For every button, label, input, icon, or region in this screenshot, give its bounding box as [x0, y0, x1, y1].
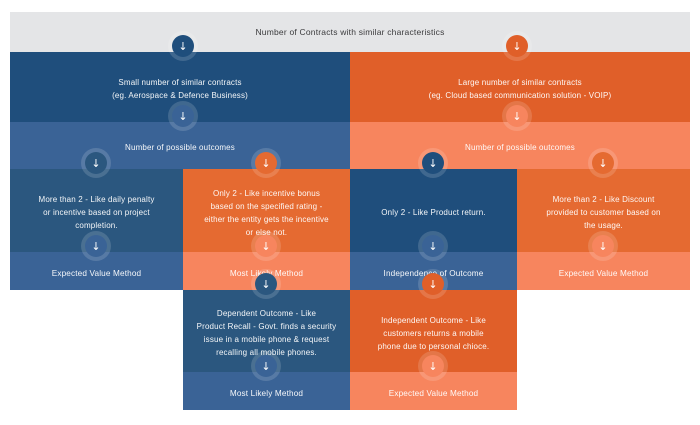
- down-arrow-icon: ↓: [512, 39, 522, 53]
- down-arrow-icon: ↓: [178, 39, 188, 53]
- down-arrow-node: ↓: [422, 235, 444, 257]
- down-arrow-node: ↓: [422, 355, 444, 377]
- down-arrow-icon: ↓: [428, 239, 438, 253]
- down-arrow-icon: ↓: [261, 359, 271, 373]
- down-arrow-node: ↓: [85, 235, 107, 257]
- chart-title: Number of Contracts with similar charact…: [255, 27, 445, 37]
- method-label: Expected Value Method: [51, 268, 142, 278]
- down-arrow-node: ↓: [592, 235, 614, 257]
- down-arrow-icon: ↓: [598, 239, 608, 253]
- down-arrow-icon: ↓: [261, 239, 271, 253]
- node-text: Large number of similar contracts: [458, 78, 582, 87]
- down-arrow-node: ↓: [422, 152, 444, 174]
- case-text: More than 2 - Like daily penalty: [38, 195, 155, 204]
- down-arrow-node: ↓: [255, 273, 277, 295]
- down-arrow-icon: ↓: [91, 239, 101, 253]
- down-arrow-node: ↓: [592, 152, 614, 174]
- down-arrow-node: ↓: [172, 105, 194, 127]
- node-text: Small number of similar contracts: [118, 78, 242, 87]
- down-arrow-node: ↓: [255, 152, 277, 174]
- band-label: Number of possible outcomes: [465, 143, 575, 152]
- case-independent-outcome: Independent Outcome - Like customers ret…: [350, 290, 517, 372]
- band-label: Number of possible outcomes: [125, 143, 235, 152]
- method-label: Expected Value Method: [558, 268, 649, 278]
- down-arrow-node: ↓: [506, 105, 528, 127]
- case-text: phone due to personal chioce.: [377, 341, 490, 351]
- down-arrow-node: ↓: [255, 355, 277, 377]
- case-text: Only 2 - Like incentive bonus: [212, 188, 321, 198]
- down-arrow-icon: ↓: [261, 277, 271, 291]
- case-text: customers returns a mobile: [383, 328, 484, 338]
- method-expected-value-bottom: Expected Value Method: [350, 372, 517, 410]
- down-arrow-icon: ↓: [512, 109, 522, 123]
- band-outcomes-left: Number of possible outcomes: [10, 122, 350, 169]
- case-text: More than 2 - Like Discount: [552, 195, 655, 204]
- down-arrow-icon: ↓: [598, 156, 608, 170]
- method-most-likely-bottom: Most Likely Method: [183, 372, 350, 410]
- method-expected-value-right: Expected Value Method: [517, 252, 690, 290]
- method-label: Most Likely Method: [229, 388, 304, 398]
- down-arrow-node: ↓: [172, 35, 194, 57]
- down-arrow-node: ↓: [422, 273, 444, 295]
- case-text: Dependent Outcome - Like: [216, 309, 317, 318]
- band-outcomes-right: Number of possible outcomes: [350, 122, 690, 169]
- chart-title-bar: Number of Contracts with similar charact…: [10, 12, 690, 52]
- node-text: (eg. Aerospace & Defence Business): [112, 91, 248, 100]
- down-arrow-icon: ↓: [261, 156, 271, 170]
- case-text: based on the specified rating -: [210, 201, 323, 211]
- down-arrow-node: ↓: [85, 152, 107, 174]
- method-label: Expected Value Method: [388, 388, 479, 398]
- case-text: or incentive based on project: [43, 208, 150, 217]
- case-text: Only 2 - Like Product return.: [381, 208, 486, 217]
- case-text: completion.: [75, 221, 118, 230]
- case-text: issue in a mobile phone & request: [203, 335, 330, 344]
- node-text: (eg. Cloud based communication solution …: [428, 91, 612, 100]
- down-arrow-icon: ↓: [428, 156, 438, 170]
- method-expected-value-left: Expected Value Method: [10, 252, 183, 290]
- down-arrow-icon: ↓: [178, 109, 188, 123]
- case-text: recalling all mobile phones.: [216, 348, 317, 357]
- down-arrow-node: ↓: [255, 235, 277, 257]
- case-text: either the entity gets the incentive: [204, 214, 329, 224]
- case-text: provided to customer based on: [546, 208, 661, 217]
- down-arrow-icon: ↓: [428, 277, 438, 291]
- case-text: or else not.: [245, 227, 288, 237]
- case-text: Independent Outcome - Like: [381, 315, 486, 325]
- down-arrow-node: ↓: [506, 35, 528, 57]
- case-text: Product Recall - Govt. finds a security: [196, 322, 337, 331]
- down-arrow-icon: ↓: [91, 156, 101, 170]
- case-text: the usage.: [584, 221, 623, 230]
- down-arrow-icon: ↓: [428, 359, 438, 373]
